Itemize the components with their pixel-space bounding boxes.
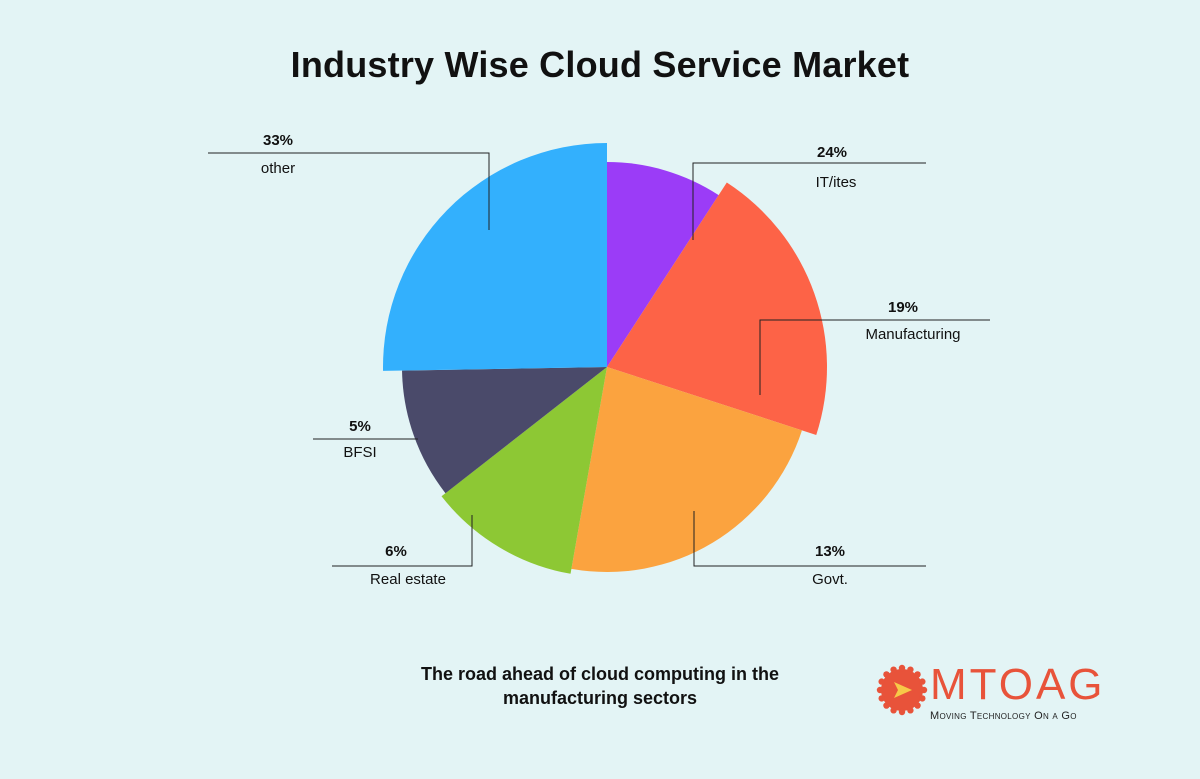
leader-line <box>208 152 490 230</box>
slice-percent-label: 19% <box>888 299 918 316</box>
chart-title: Industry Wise Cloud Service Market <box>290 44 910 85</box>
logo-tagline: Moving Technology On a Go <box>930 710 1077 722</box>
slice-percent-label: 24% <box>817 144 847 161</box>
slice-category-label: other <box>261 160 295 177</box>
slice-percent-label: 6% <box>385 543 407 560</box>
chart-caption: The road ahead of cloud computing in the… <box>420 664 779 708</box>
pie-slice-real-estate <box>441 367 607 574</box>
leader-line <box>693 511 926 567</box>
pie-slice-other <box>383 143 607 371</box>
pie-slice-bfsi <box>402 367 607 494</box>
logo-gear-icon <box>876 664 928 716</box>
brand-logo: MTOAG Moving Technology On a Go <box>872 658 1122 730</box>
slice-percent-label: 5% <box>349 418 371 435</box>
leader-line <box>692 162 926 240</box>
pie-slice-govt- <box>571 367 802 572</box>
leader-line <box>759 319 990 395</box>
logo-wordmark: MTOAG <box>930 660 1106 709</box>
slice-category-label: Real estate <box>370 571 446 588</box>
slice-category-label: IT/ites <box>816 174 857 191</box>
slice-percent-label: 13% <box>815 543 845 560</box>
leader-line <box>332 515 473 567</box>
pie-slice-it-ites <box>607 162 719 367</box>
slice-percent-label: 33% <box>263 132 293 149</box>
slice-category-label: Manufacturing <box>865 326 960 343</box>
pie-slice-manufacturing <box>607 182 827 435</box>
slice-category-label: Govt. <box>812 571 848 588</box>
slice-category-label: BFSI <box>343 444 376 461</box>
